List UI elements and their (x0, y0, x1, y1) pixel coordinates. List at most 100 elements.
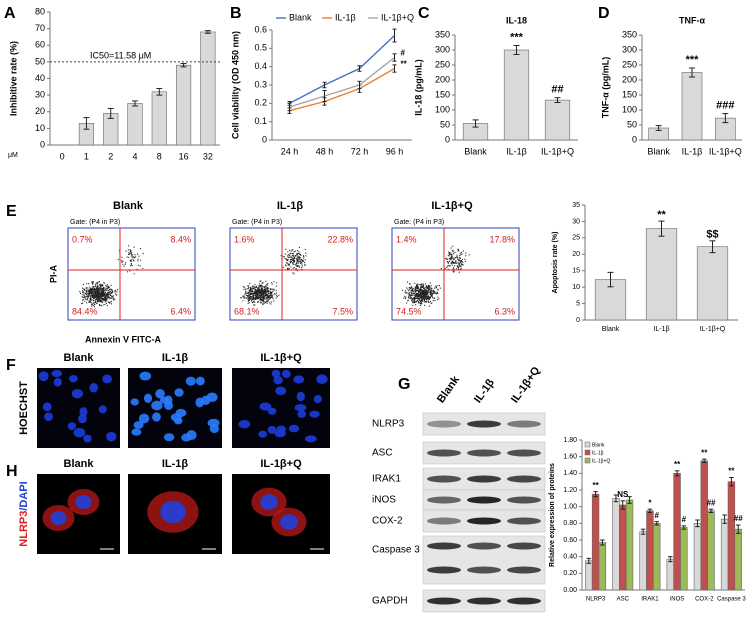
quadrant-percent: 22.8% (327, 234, 353, 244)
flow-dot (424, 292, 426, 294)
nucleus (274, 429, 286, 438)
flow-dot (417, 283, 419, 285)
y-axis-label: Cell viability (OD 450 nm) (230, 31, 240, 139)
flow-dot (428, 301, 430, 304)
flow-dot (454, 251, 456, 253)
flow-dot (125, 250, 127, 252)
flow-dot (282, 266, 284, 268)
y-axis-label: TNF-α (pg/mL) (600, 57, 610, 119)
flow-dot (276, 295, 278, 298)
flow-dot (410, 291, 412, 293)
flow-dot (426, 291, 428, 293)
x-unit: μM (8, 152, 18, 159)
flow-dot (431, 295, 433, 297)
flow-dot (266, 298, 268, 300)
flow-dot (95, 293, 97, 295)
chart-title: TNF-α (679, 15, 705, 25)
nucleus (102, 374, 112, 384)
flow-dot (414, 291, 416, 294)
flow-dot (297, 252, 299, 255)
flow-dot (252, 295, 254, 297)
flow-dot (92, 295, 94, 297)
flow-dot (103, 304, 105, 306)
y-tick-label: 200 (622, 74, 637, 84)
flow-dot (94, 295, 96, 297)
nucleus (297, 410, 307, 418)
flow-dot (420, 283, 423, 285)
y-tick-label: 100 (435, 104, 450, 114)
flow-dot (458, 258, 460, 260)
flow-dot (253, 297, 255, 299)
bar (612, 498, 620, 591)
flow-dot (108, 291, 110, 294)
flow-dot (424, 299, 426, 301)
flow-dot (261, 299, 263, 301)
flow-dot (298, 265, 300, 267)
flow-dot (89, 300, 91, 302)
y-tick-label: 15 (572, 268, 580, 275)
flow-dot (430, 287, 432, 289)
flow-dot (434, 292, 437, 294)
flow-dot (246, 294, 248, 297)
flow-dot (258, 294, 260, 296)
flow-gate: Gate: (P4 in P3) (394, 219, 444, 226)
flow-dot (90, 296, 92, 298)
flow-dot (290, 266, 292, 268)
nucleus (281, 369, 291, 379)
y-tick-label: 0.6 (254, 24, 267, 34)
bar (585, 560, 593, 591)
flow-dot (413, 294, 415, 296)
flow-dot (109, 294, 111, 296)
nucleus (51, 370, 62, 378)
line (289, 34, 395, 104)
flow-dot (104, 293, 106, 295)
flow-dot (84, 289, 86, 291)
flow-dot (457, 248, 459, 250)
flow-dot (102, 294, 104, 296)
nucleus (138, 413, 150, 424)
flow-dot (282, 256, 284, 258)
flow-dot (109, 291, 111, 293)
flow-dot (99, 292, 101, 294)
flow-dot (268, 295, 270, 297)
flow-dot (434, 287, 436, 289)
flow-dot (142, 267, 144, 269)
y-axis-label: Inhibitive rate (%) (8, 41, 18, 116)
flow-dot (252, 287, 254, 289)
flow-frame (67, 227, 196, 321)
flow-dot (254, 304, 256, 306)
legend-label: Blank (592, 442, 605, 448)
flow-dot (266, 291, 268, 293)
flow-dot (408, 295, 410, 297)
flow-dot (106, 287, 108, 289)
nucleus (267, 425, 277, 434)
blot-band (427, 542, 461, 550)
flow-dot (86, 283, 88, 285)
y-tick-label: 0.1 (254, 116, 267, 126)
blot-band (427, 420, 461, 428)
flow-dot (419, 295, 421, 297)
nucleus (44, 412, 53, 422)
bar (625, 499, 634, 591)
x-tick-label: 96 h (386, 146, 404, 156)
significance: ## (707, 498, 716, 507)
flow-dot (292, 252, 294, 254)
flow-dot (460, 251, 463, 253)
flow-dot (450, 258, 452, 260)
flow-dot (433, 291, 435, 293)
reference-label: IC50=11.58 μM (90, 50, 151, 60)
flow-dot (246, 292, 248, 294)
flow-dot (461, 263, 463, 265)
flow-dot (258, 283, 261, 285)
flow-dot (126, 271, 129, 273)
flow-dot (420, 290, 422, 292)
flow-dot (293, 251, 295, 253)
legend-swatch (584, 457, 591, 464)
flow-dot (428, 289, 430, 291)
flow-dot (243, 296, 245, 298)
flow-dot (91, 287, 93, 289)
nucleus (186, 430, 197, 441)
y-tick-label: 20 (572, 251, 580, 258)
flow-dot (95, 283, 97, 285)
flow-dot (458, 264, 460, 266)
